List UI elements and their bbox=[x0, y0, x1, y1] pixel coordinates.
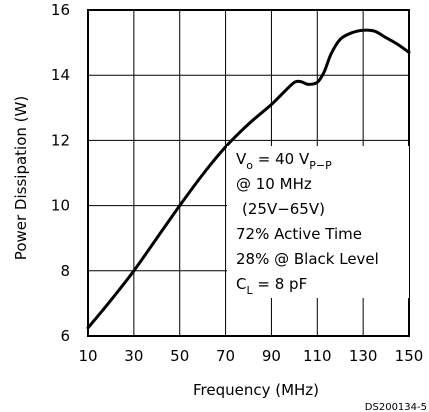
annotation-black-level: 28% @ Black Level bbox=[236, 250, 379, 268]
y-tick-label-5: 16 bbox=[51, 1, 70, 19]
annotation-cl-subscript: L bbox=[246, 284, 253, 297]
x-tick-labels: 10 30 50 70 90 110 130 150 bbox=[78, 347, 423, 365]
series-line bbox=[86, 28, 411, 330]
x-axis-label: Frequency (MHz) bbox=[193, 381, 319, 399]
annotation-vo-line: Vo = 40 VP−P bbox=[236, 150, 332, 172]
annotation-vo-symbol: V bbox=[236, 150, 247, 168]
y-tick-label-4: 14 bbox=[51, 66, 70, 84]
x-tick-label-4: 90 bbox=[262, 347, 281, 365]
x-tick-label-0: 10 bbox=[78, 347, 97, 365]
annotation-background bbox=[227, 146, 409, 298]
y-tick-labels: 6 8 10 12 14 16 bbox=[51, 1, 70, 345]
annotation-cl-symbol: C bbox=[236, 275, 246, 293]
x-tick-label-5: 110 bbox=[303, 347, 332, 365]
x-tick-label-1: 30 bbox=[124, 347, 143, 365]
y-tick-label-2: 10 bbox=[51, 197, 70, 215]
annotation-vo-unit-subscript: P−P bbox=[309, 159, 332, 172]
x-tick-label-6: 130 bbox=[349, 347, 378, 365]
annotation-vo-value: = 40 V bbox=[253, 150, 310, 168]
y-axis-label: Power Dissipation (W) bbox=[12, 96, 30, 260]
figure-id: DS200134-5 bbox=[365, 402, 427, 412]
y-tick-label-3: 12 bbox=[51, 131, 70, 149]
y-tick-label-1: 8 bbox=[60, 262, 70, 280]
annotation-cl-line: CL = 8 pF bbox=[236, 275, 307, 297]
annotation-active-time: 72% Active Time bbox=[236, 225, 362, 243]
x-tick-label-3: 70 bbox=[216, 347, 235, 365]
annotation-box: Vo = 40 VP−P @ 10 MHz (25V−65V) 72% Acti… bbox=[227, 146, 409, 298]
annotation-vo-subscript: o bbox=[246, 159, 253, 172]
annotation-voltage-range: (25V−65V) bbox=[242, 200, 325, 218]
x-tick-label-2: 50 bbox=[170, 347, 189, 365]
annotation-frequency: @ 10 MHz bbox=[236, 175, 312, 193]
annotation-cl-value: = 8 pF bbox=[253, 275, 308, 293]
y-tick-label-0: 6 bbox=[60, 327, 70, 345]
x-tick-label-7: 150 bbox=[395, 347, 424, 365]
